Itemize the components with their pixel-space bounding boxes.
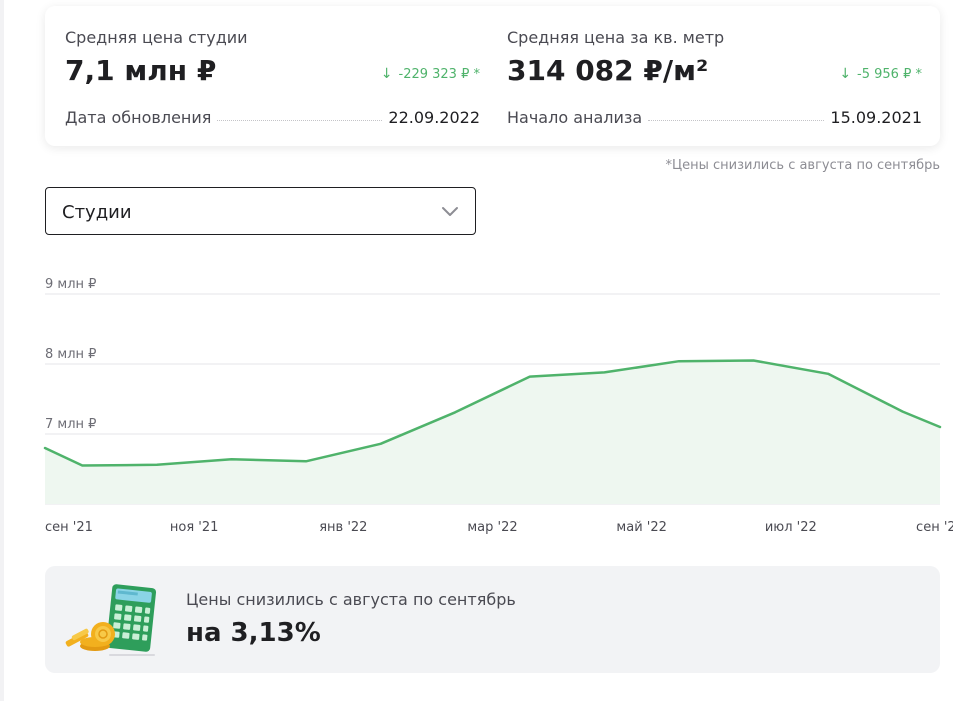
- studio-price-stat: Средняя цена студии 7,1 млн ₽ ↓ -229 323 …: [65, 6, 480, 146]
- x-tick-label: ноя '21: [170, 520, 219, 535]
- x-tick-label: июл '22: [765, 520, 817, 535]
- calculator-coins-icon: [65, 584, 157, 656]
- x-tick-label: май '22: [616, 520, 666, 535]
- y-tick-label: 7 млн ₽: [45, 417, 96, 432]
- sqm-price-value: 314 082 ₽/м²: [507, 54, 709, 87]
- update-date-label: Дата обновления: [65, 108, 212, 127]
- series-area: [45, 360, 940, 504]
- analysis-start-value: 15.09.2021: [830, 108, 922, 127]
- sqm-price-stat: Средняя цена за кв. метр 314 082 ₽/м² ↓ -…: [507, 6, 922, 146]
- price-change-percent: на 3,13%: [186, 618, 321, 648]
- price-stats-card: Средняя цена студии 7,1 млн ₽ ↓ -229 323 …: [45, 6, 940, 146]
- arrow-down-icon: ↓: [380, 66, 393, 82]
- x-tick-label: янв '22: [319, 520, 367, 535]
- price-change-banner: Цены снизились с августа по сентябрь на …: [45, 566, 940, 673]
- studio-price-change-value: -229 323 ₽ *: [398, 67, 481, 82]
- dotted-leader: [648, 120, 825, 121]
- studio-price-label: Средняя цена студии: [65, 28, 248, 47]
- x-tick-label: мар '22: [467, 520, 517, 535]
- update-date-value: 22.09.2022: [388, 108, 480, 127]
- property-type-select[interactable]: Студии: [45, 187, 476, 235]
- series-line: [43, 359, 942, 467]
- y-tick-label: 8 млн ₽: [45, 347, 96, 362]
- price-change-description: Цены снизились с августа по сентябрь: [186, 590, 516, 609]
- analysis-start-row: Начало анализа 15.09.2021: [507, 103, 922, 127]
- chevron-down-icon: [442, 207, 458, 216]
- sqm-price-change: ↓ -5 956 ₽ *: [839, 66, 922, 82]
- y-tick-label: 9 млн ₽: [45, 277, 96, 292]
- page-left-border: [0, 0, 4, 701]
- analysis-start-label: Начало анализа: [507, 108, 643, 127]
- sqm-price-change-value: -5 956 ₽ *: [857, 67, 922, 82]
- sqm-price-label: Средняя цена за кв. метр: [507, 28, 725, 47]
- dotted-leader: [217, 120, 383, 121]
- price-footnote: *Цены снизились с августа по сентябрь: [665, 158, 940, 173]
- studio-price-value: 7,1 млн ₽: [65, 54, 217, 87]
- property-type-selected: Студии: [62, 202, 132, 223]
- x-tick-label: сен '22: [916, 520, 953, 535]
- x-tick-label: сен '21: [45, 520, 93, 535]
- arrow-down-icon: ↓: [839, 66, 852, 82]
- update-date-row: Дата обновления 22.09.2022: [65, 103, 480, 127]
- studio-price-change: ↓ -229 323 ₽ *: [381, 66, 480, 82]
